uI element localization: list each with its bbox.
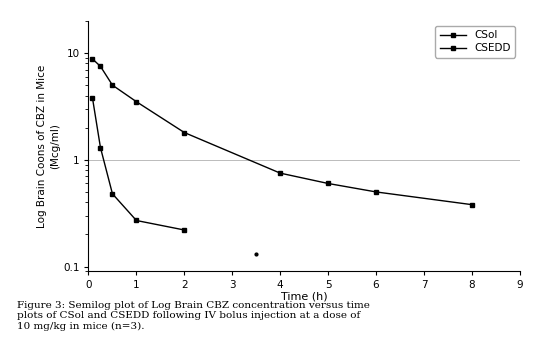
Legend: CSol, CSEDD: CSol, CSEDD [435,26,515,57]
CSol [97,64,104,69]
CSol [277,171,284,175]
CSEDD [181,228,187,232]
CSol [89,57,96,61]
CSEDD [97,145,104,150]
Text: Figure 3: Semilog plot of Log Brain CBZ concentration versus time
plots of CSol : Figure 3: Semilog plot of Log Brain CBZ … [17,301,369,331]
CSEDD [89,96,96,100]
CSol [109,83,116,87]
CSEDD [133,219,140,223]
Line: CSol: CSol [90,56,474,207]
CSol [468,203,475,207]
CSEDD [109,192,116,196]
CSol [181,130,187,135]
CSol [325,181,331,185]
X-axis label: Time (h): Time (h) [281,292,327,302]
Y-axis label: Log Brain Coons of CBZ in Mice
(Mcg/ml): Log Brain Coons of CBZ in Mice (Mcg/ml) [37,64,60,228]
Line: CSEDD: CSEDD [90,95,187,232]
CSol [373,190,379,194]
CSol [133,100,140,104]
